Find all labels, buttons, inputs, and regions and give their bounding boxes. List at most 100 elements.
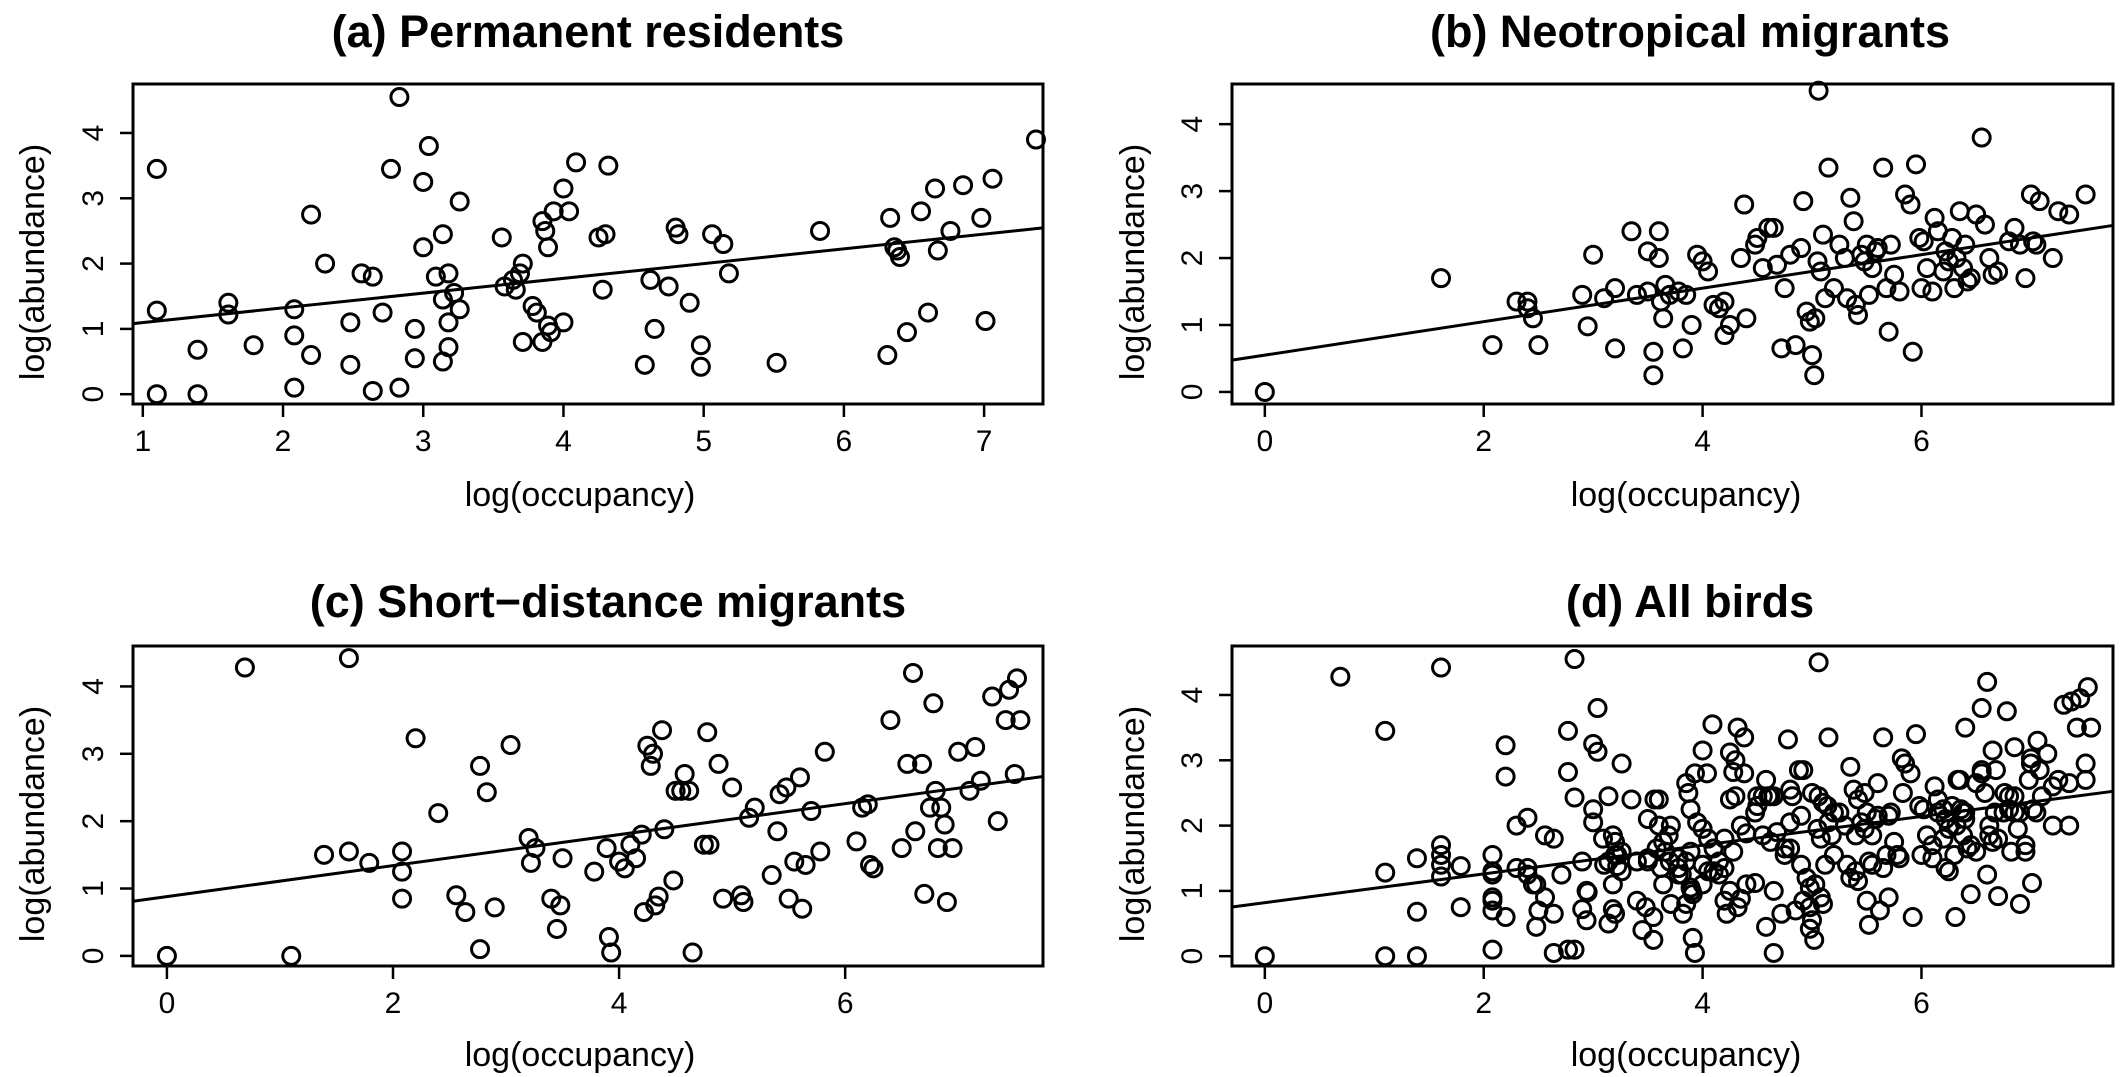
data-point <box>1482 890 1503 911</box>
data-point <box>243 335 264 356</box>
x-tick-label: 0 <box>1256 425 1273 458</box>
data-point <box>1823 844 1844 865</box>
data-point <box>1598 786 1619 807</box>
panel-neotropical-migrants: (b) Neotropical migrants log(occupancy) … <box>1114 6 2115 514</box>
data-point <box>1626 284 1647 305</box>
data-point <box>2029 191 2050 212</box>
data-point <box>2059 204 2080 225</box>
data-point <box>1010 710 1031 731</box>
data-point <box>942 838 963 859</box>
data-point <box>1698 261 1719 282</box>
data-point <box>234 657 255 678</box>
data-point <box>982 686 1003 707</box>
data-point <box>2029 760 2050 781</box>
data-point <box>392 888 413 909</box>
y-axis-label: log(abundance) <box>14 706 52 942</box>
data-point <box>744 797 765 818</box>
data-point <box>284 325 305 346</box>
data-point <box>2075 184 2096 205</box>
data-point <box>1643 341 1664 362</box>
data-point <box>2004 737 2025 758</box>
data-point <box>301 345 322 366</box>
data-point <box>1747 796 1768 816</box>
data-point <box>1637 809 1658 830</box>
data-point <box>1895 753 1916 774</box>
x-tick-label: 1 <box>134 425 151 458</box>
data-point <box>1945 907 1966 928</box>
x-tick-label: 4 <box>611 987 628 1020</box>
y-tick-label: 3 <box>1176 183 1209 200</box>
data-point <box>1643 929 1664 950</box>
data-point <box>1557 762 1578 783</box>
y-tick-label: 4 <box>77 125 110 142</box>
data-point <box>1763 217 1784 238</box>
data-point <box>1911 844 1932 865</box>
data-point <box>1506 858 1527 879</box>
regression-line <box>132 775 1044 903</box>
data-point <box>1632 920 1653 941</box>
data-point <box>1680 841 1701 862</box>
data-point <box>1583 812 1604 833</box>
data-point <box>936 892 957 912</box>
data-point <box>1692 740 1713 761</box>
data-point <box>484 897 505 918</box>
data-point <box>1858 284 1879 305</box>
data-point <box>526 302 547 323</box>
data-point <box>404 318 425 339</box>
data-point <box>846 831 867 852</box>
data-point <box>1878 321 1899 342</box>
data-point <box>1780 838 1801 859</box>
y-tick-label: 1 <box>77 321 110 338</box>
data-point <box>679 780 700 801</box>
data-point <box>1752 258 1773 279</box>
x-tick-label: 7 <box>976 425 993 458</box>
data-point <box>987 811 1008 832</box>
data-point <box>995 710 1016 731</box>
data-point <box>1763 880 1784 901</box>
data-point <box>425 266 446 287</box>
data-point <box>1812 792 1833 813</box>
data-point <box>761 865 782 886</box>
data-point <box>682 942 703 963</box>
data-point <box>1988 261 2009 282</box>
data-point <box>559 201 580 222</box>
y-tick-label: 1 <box>77 880 110 897</box>
data-point <box>1643 365 1664 386</box>
data-point <box>1922 281 1943 302</box>
data-point <box>1684 763 1705 784</box>
data-point <box>2026 234 2047 255</box>
data-point <box>860 854 881 875</box>
data-point <box>2007 818 2028 839</box>
data-point <box>1572 899 1593 920</box>
data-point <box>1785 335 1806 356</box>
data-point <box>927 838 948 859</box>
data-point <box>218 304 239 325</box>
panel-title: (a) Permanent residents <box>332 6 845 57</box>
data-point <box>1648 248 1669 269</box>
data-point <box>814 741 835 762</box>
data-point <box>284 377 305 398</box>
data-point <box>1955 802 1976 823</box>
data-point <box>535 220 556 241</box>
data-point <box>923 693 944 714</box>
data-point <box>934 814 955 835</box>
data-point <box>1922 835 1943 856</box>
data-point <box>438 312 459 333</box>
data-point <box>1911 278 1932 299</box>
data-point <box>1672 903 1693 924</box>
data-point <box>301 204 322 225</box>
y-tick-label: 0 <box>77 386 110 403</box>
data-point <box>2081 717 2102 738</box>
plot-frame <box>1230 644 2115 968</box>
data-point <box>1902 341 1923 362</box>
data-point <box>931 797 952 818</box>
data-point <box>903 662 923 683</box>
data-point <box>1771 338 1792 359</box>
data-point <box>281 945 302 966</box>
data-point <box>679 292 700 313</box>
data-point <box>1984 802 2005 823</box>
data-point <box>1450 856 1471 877</box>
data-point <box>2048 769 2069 790</box>
data-point <box>392 841 413 862</box>
data-point <box>1495 907 1516 928</box>
